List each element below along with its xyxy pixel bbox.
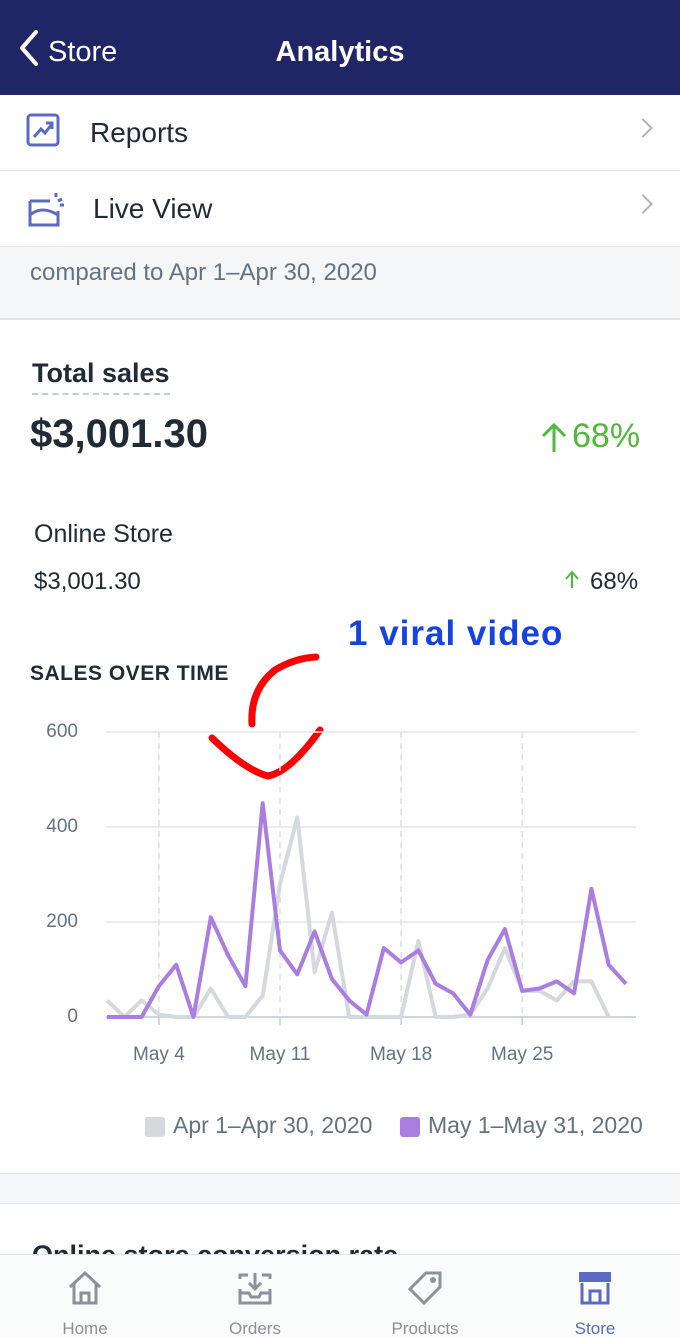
total-amount: $3,001.30 bbox=[30, 412, 208, 456]
nav-title: Analytics bbox=[275, 36, 405, 68]
y-tick-label: 400 bbox=[46, 816, 78, 837]
legend-label: May 1–May 31, 2020 bbox=[428, 1112, 643, 1138]
tab[interactable]: Orders bbox=[170, 1255, 340, 1338]
legend-swatch bbox=[400, 1117, 420, 1137]
annotation-mark bbox=[208, 726, 324, 780]
annotation: 1 viral video bbox=[348, 614, 564, 653]
x-tick-label: May 25 bbox=[491, 1044, 553, 1065]
nav-bar: Store Analytics bbox=[0, 0, 680, 95]
legend-label: Apr 1–Apr 30, 2020 bbox=[173, 1112, 372, 1138]
comparison-text: compared to Apr 1–Apr 30, 2020 bbox=[30, 259, 377, 286]
sales-card: Total sales $3,001.30 68% Online Store $… bbox=[0, 319, 680, 1174]
tab-label: Store bbox=[574, 1319, 616, 1338]
channel-amount: $3,001.30 bbox=[34, 568, 141, 595]
live-view-icon bbox=[28, 193, 64, 227]
tab-bar: Home Orders Products Store bbox=[0, 1254, 680, 1338]
total-change: 68% bbox=[572, 417, 641, 455]
y-tick-label: 0 bbox=[67, 1006, 78, 1027]
tab-label: Home bbox=[62, 1319, 108, 1338]
x-tick-label: May 11 bbox=[250, 1044, 311, 1065]
channel-change: 68% bbox=[590, 568, 639, 595]
back-button[interactable] bbox=[14, 28, 52, 68]
menu-row[interactable]: Reports bbox=[0, 95, 680, 171]
tab[interactable]: Home bbox=[0, 1255, 170, 1338]
tab[interactable]: Store bbox=[510, 1255, 680, 1338]
back-label[interactable]: Store bbox=[48, 36, 118, 68]
menu-row[interactable]: Live View bbox=[0, 171, 680, 247]
reports-icon bbox=[26, 113, 60, 147]
up-arrow bbox=[541, 422, 567, 452]
series-line bbox=[107, 801, 628, 1019]
tab[interactable]: Products bbox=[340, 1255, 510, 1338]
menu-label: Reports bbox=[90, 117, 189, 148]
chart-title: SALES OVER TIME bbox=[30, 662, 229, 685]
y-tick-label: 200 bbox=[46, 911, 78, 932]
x-tick-label: May 18 bbox=[370, 1044, 432, 1065]
comparison-bar: compared to Apr 1–Apr 30, 2020 bbox=[0, 246, 680, 319]
y-tick-label: 600 bbox=[46, 721, 78, 742]
channel-name: Online Store bbox=[34, 520, 173, 548]
tab-label: Orders bbox=[229, 1319, 281, 1338]
legend-swatch bbox=[145, 1117, 165, 1137]
menu-label: Live View bbox=[93, 193, 213, 224]
chart: 0 200 400 600 May 4 May 11 May 18 May 25 Apr 1–A… bbox=[46, 653, 643, 1138]
card-title[interactable]: Total sales bbox=[32, 358, 170, 395]
tab-label: Products bbox=[391, 1319, 459, 1338]
annotation-mark bbox=[248, 653, 320, 728]
x-tick-label: May 4 bbox=[133, 1044, 185, 1065]
up-arrow bbox=[565, 570, 579, 588]
